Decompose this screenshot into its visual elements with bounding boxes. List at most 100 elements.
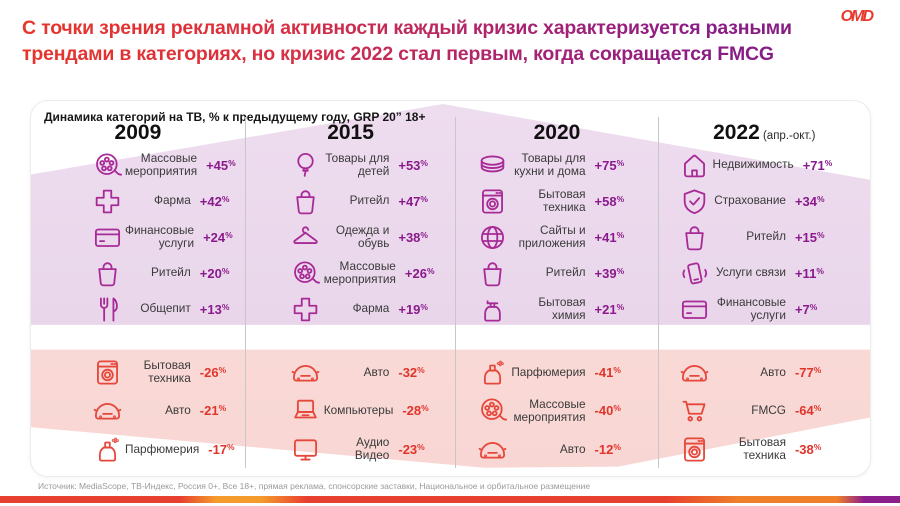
detergent-bottle-icon — [474, 291, 510, 327]
category-value: +24% — [203, 229, 233, 245]
tv-monitor-icon — [288, 431, 324, 467]
category-value: +15% — [794, 229, 825, 245]
category-value: -38% — [794, 441, 822, 457]
shopping-bag-icon — [677, 219, 713, 255]
category-value: -23% — [398, 441, 425, 457]
category-row: Аудио Видео -23% — [246, 430, 456, 469]
globe-icon — [474, 219, 510, 255]
category-row: Авто -12% — [456, 430, 657, 469]
category-value: +21% — [594, 301, 625, 317]
category-value: -32% — [398, 364, 425, 380]
phone-vibrate-icon — [677, 255, 713, 291]
category-value: +13% — [199, 301, 230, 317]
year-header: 2015 — [246, 121, 456, 145]
decliners-section: Авто -32% Компьютеры -28% Аудио Видео -23% — [246, 353, 456, 469]
year-column-2022: 2022 (апр.-окт.) Недвижимость +71% Страхова… — [659, 117, 870, 468]
category-label: Парфюмерия — [125, 441, 200, 456]
dynamics-card: Динамика категорий на ТВ, % к предыдущем… — [30, 100, 871, 477]
category-label: Авто — [559, 441, 586, 456]
category-value: +38% — [398, 229, 428, 245]
shopping-cart-icon — [677, 393, 713, 429]
car-icon — [89, 393, 125, 429]
film-reel-icon — [288, 255, 324, 291]
source-note: Источник: MediaScope, ТВ-Индекс, Россия … — [38, 481, 591, 491]
laptop-icon — [288, 393, 324, 429]
category-value: -12% — [594, 441, 621, 457]
category-value: +53% — [398, 157, 428, 173]
category-value: +58% — [594, 193, 625, 209]
category-row: Парфюмерия -41% — [456, 353, 657, 392]
category-row: Ритейл +15% — [659, 219, 870, 255]
category-label: Ритейл — [545, 265, 586, 280]
category-row: Компьютеры -28% — [246, 392, 456, 431]
category-row: Финансовые услуги +24% — [31, 219, 245, 255]
category-row: Ритейл +20% — [31, 255, 245, 291]
category-value: +34% — [794, 193, 825, 209]
category-value: -64% — [794, 403, 822, 419]
category-row: Массовые мероприятия -40% — [456, 392, 657, 431]
film-reel-icon — [89, 147, 125, 183]
year-header: 2022 (апр.-окт.) — [659, 121, 870, 145]
gainers-section: Массовые мероприятия +45% Фарма +42% Финансо… — [31, 147, 245, 327]
category-value: +26% — [404, 265, 435, 281]
card-subtitle: Динамика категорий на ТВ, % к предыдущем… — [44, 110, 426, 124]
category-label: Ритейл — [349, 193, 390, 208]
category-label: Бытовая техника — [738, 435, 786, 463]
category-label: Аудио Видео — [354, 435, 390, 463]
category-label: Массовые мероприятия — [125, 150, 198, 178]
category-label: Сайты и приложения — [518, 222, 586, 250]
decliners-section: Парфюмерия -41% Массовые мероприятия -40% Ав… — [456, 353, 657, 469]
bottom-accent-bar — [0, 496, 900, 503]
category-label: Фарма — [154, 193, 191, 208]
category-row: Сайты и приложения +41% — [456, 219, 657, 255]
washing-machine-icon — [474, 183, 510, 219]
plates-icon — [474, 147, 510, 183]
category-value: +47% — [398, 193, 428, 209]
category-row: Ритейл +47% — [246, 183, 456, 219]
category-label: Товары для детей — [325, 150, 390, 178]
category-row: Страхование +34% — [659, 183, 870, 219]
category-value: -26% — [199, 364, 227, 380]
decliners-section: Авто -77% FMCG -64% Бытовая техника -38% — [659, 353, 870, 469]
category-value: -41% — [594, 364, 621, 380]
shopping-bag-icon — [288, 183, 324, 219]
perfume-spray-icon — [89, 431, 125, 467]
category-row: Бытовая техника -38% — [659, 430, 870, 469]
category-row: Фарма +19% — [246, 291, 456, 327]
category-value: +42% — [199, 193, 230, 209]
category-row: Ритейл +39% — [456, 255, 657, 291]
category-value: +19% — [398, 301, 428, 317]
category-label: Авто — [760, 364, 786, 379]
category-label: Страхование — [714, 193, 786, 208]
category-label: Массовые мероприятия — [323, 258, 396, 286]
credit-card-icon — [677, 291, 713, 327]
category-label: Фарма — [352, 301, 390, 316]
columns: 2009 Массовые мероприятия +45% Фарма +42% Фин… — [31, 117, 870, 468]
category-value: +39% — [594, 265, 625, 281]
category-label: FMCG — [751, 403, 786, 418]
category-label: Финансовые услуги — [125, 222, 195, 250]
film-reel-icon — [474, 393, 510, 429]
shield-check-icon — [677, 183, 713, 219]
year-header: 2020 — [456, 121, 657, 145]
category-label: Ритейл — [746, 229, 786, 244]
category-row: Бытовая техника -26% — [31, 353, 245, 392]
house-icon — [677, 147, 713, 183]
year-label: 2015 — [327, 121, 374, 144]
gainers-section: Товары для кухни и дома +75% Бытовая техни… — [456, 147, 657, 327]
category-label: Недвижимость — [712, 157, 794, 172]
category-label: Бытовая химия — [538, 294, 586, 322]
year-label: 2022 — [713, 121, 760, 144]
year-label: 2020 — [533, 121, 581, 144]
category-label: Общепит — [140, 301, 191, 316]
category-row: Фарма +42% — [31, 183, 245, 219]
pharma-cross-icon — [89, 183, 125, 219]
category-value: +7% — [794, 301, 818, 317]
category-row: Бытовая техника +58% — [456, 183, 657, 219]
page-title-line2: трендами в категориях, но кризис 2022 ст… — [22, 42, 774, 65]
category-value: +75% — [594, 157, 625, 173]
category-label: Ритейл — [151, 265, 191, 280]
category-row: Услуги связи +11% — [659, 255, 870, 291]
category-value: +20% — [199, 265, 230, 281]
